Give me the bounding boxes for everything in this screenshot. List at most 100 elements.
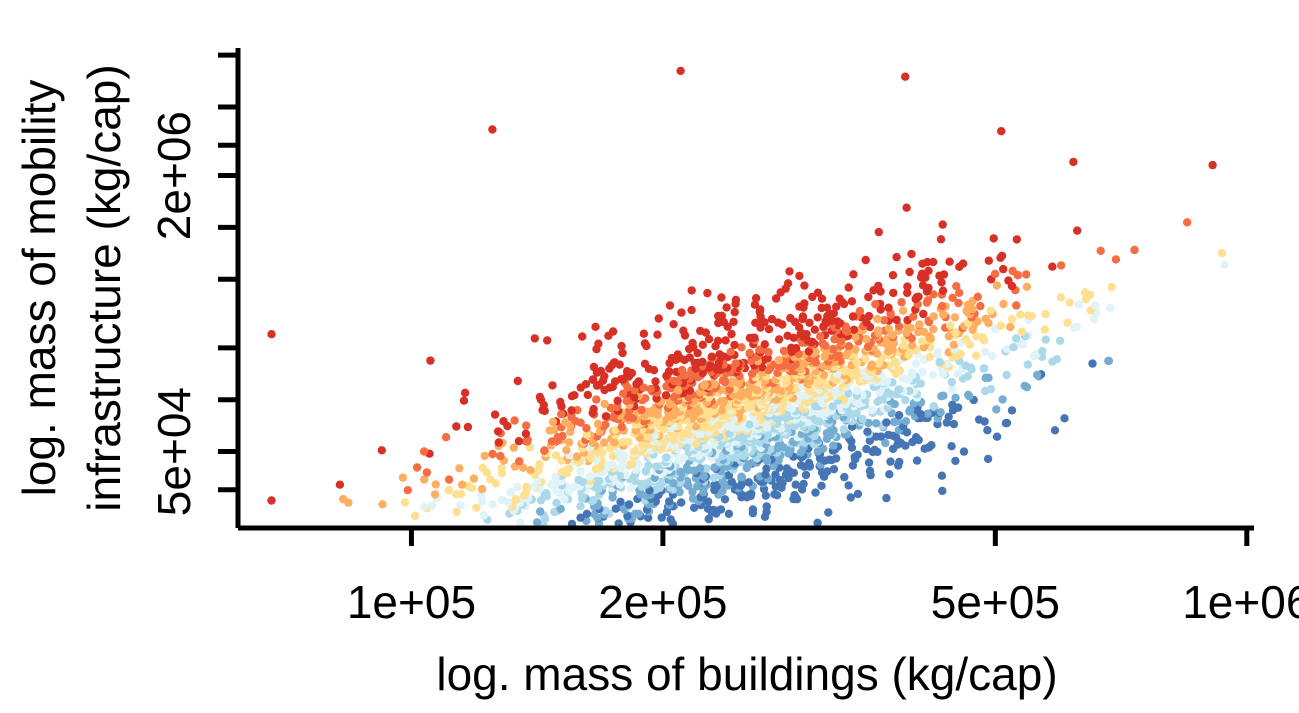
data-point: [864, 458, 874, 467]
data-point: [762, 464, 771, 473]
data-point: [617, 341, 626, 351]
data-point: [589, 404, 598, 414]
data-point: [891, 417, 900, 426]
data-point: [1073, 226, 1082, 235]
data-point: [952, 282, 961, 291]
data-point: [589, 375, 598, 384]
data-point: [895, 457, 904, 467]
data-point: [911, 359, 921, 368]
data-point: [908, 341, 917, 350]
data-point: [673, 350, 682, 359]
data-point: [677, 308, 686, 317]
data-point: [897, 298, 906, 307]
data-point: [700, 380, 709, 389]
data-point: [929, 325, 938, 334]
data-point: [511, 495, 520, 504]
data-point: [983, 426, 992, 435]
data-point: [704, 514, 713, 524]
data-point: [675, 487, 684, 497]
data-point: [553, 433, 562, 442]
data-point: [1106, 303, 1115, 312]
data-point: [950, 313, 960, 322]
data-point: [748, 505, 758, 514]
data-point: [874, 227, 883, 237]
data-point: [871, 300, 880, 309]
data-point: [751, 294, 761, 303]
data-point: [713, 336, 723, 345]
data-point: [1002, 370, 1011, 380]
data-point: [557, 409, 566, 419]
data-point: [506, 488, 515, 497]
data-point: [619, 389, 628, 398]
data-point: [767, 314, 777, 324]
data-point: [616, 375, 626, 384]
data-point: [710, 481, 719, 490]
data-point: [610, 358, 619, 367]
data-point: [937, 392, 946, 401]
data-point: [377, 446, 386, 455]
data-point: [829, 441, 838, 450]
data-point: [795, 271, 804, 281]
data-point: [419, 447, 429, 456]
data-point: [999, 264, 1008, 274]
data-point: [426, 356, 435, 365]
data-point: [722, 303, 731, 312]
data-point: [631, 509, 640, 518]
data-point: [903, 288, 912, 298]
data-point: [617, 422, 626, 432]
data-point: [542, 489, 551, 498]
data-point: [267, 496, 276, 505]
data-point: [591, 464, 601, 473]
data-point: [862, 334, 871, 344]
data-point: [683, 477, 692, 486]
data-point: [410, 511, 420, 521]
y-ticks: 5e+04 2e+06: [148, 52, 238, 516]
data-point: [564, 438, 574, 447]
data-point: [574, 475, 583, 485]
data-point: [1041, 309, 1050, 319]
data-point: [755, 345, 765, 354]
data-point: [840, 472, 849, 482]
data-point: [761, 491, 770, 500]
data-point: [913, 327, 923, 337]
data-point: [774, 335, 784, 344]
data-point: [1001, 419, 1011, 428]
data-point: [874, 281, 883, 291]
data-point: [779, 346, 789, 356]
data-point: [1007, 406, 1017, 415]
data-point: [717, 293, 726, 302]
data-point: [892, 315, 901, 325]
data-point: [479, 511, 488, 520]
data-point: [864, 292, 873, 302]
data-point: [891, 357, 900, 366]
data-point: [847, 297, 857, 306]
data-point: [800, 281, 809, 290]
data-point: [917, 337, 927, 346]
data-point: [716, 397, 726, 406]
data-point: [626, 484, 635, 493]
data-point: [510, 416, 519, 425]
data-point: [787, 343, 796, 352]
data-point: [1217, 248, 1227, 258]
data-point: [790, 490, 799, 500]
data-point: [828, 344, 838, 354]
data-point: [540, 446, 549, 455]
data-point: [888, 271, 898, 280]
data-point: [901, 395, 910, 405]
data-point: [972, 332, 981, 341]
data-point: [1012, 235, 1021, 244]
data-point: [592, 395, 601, 404]
data-point: [961, 335, 971, 344]
data-point: [1107, 282, 1116, 292]
data-point: [420, 475, 429, 484]
data-point: [543, 336, 552, 345]
data-point: [813, 313, 822, 322]
data-point: [861, 354, 870, 363]
data-point: [724, 509, 734, 518]
data-point: [400, 498, 410, 507]
data-point: [585, 472, 594, 481]
data-point: [639, 383, 648, 392]
data-point: [515, 457, 524, 466]
data-point: [948, 400, 957, 409]
